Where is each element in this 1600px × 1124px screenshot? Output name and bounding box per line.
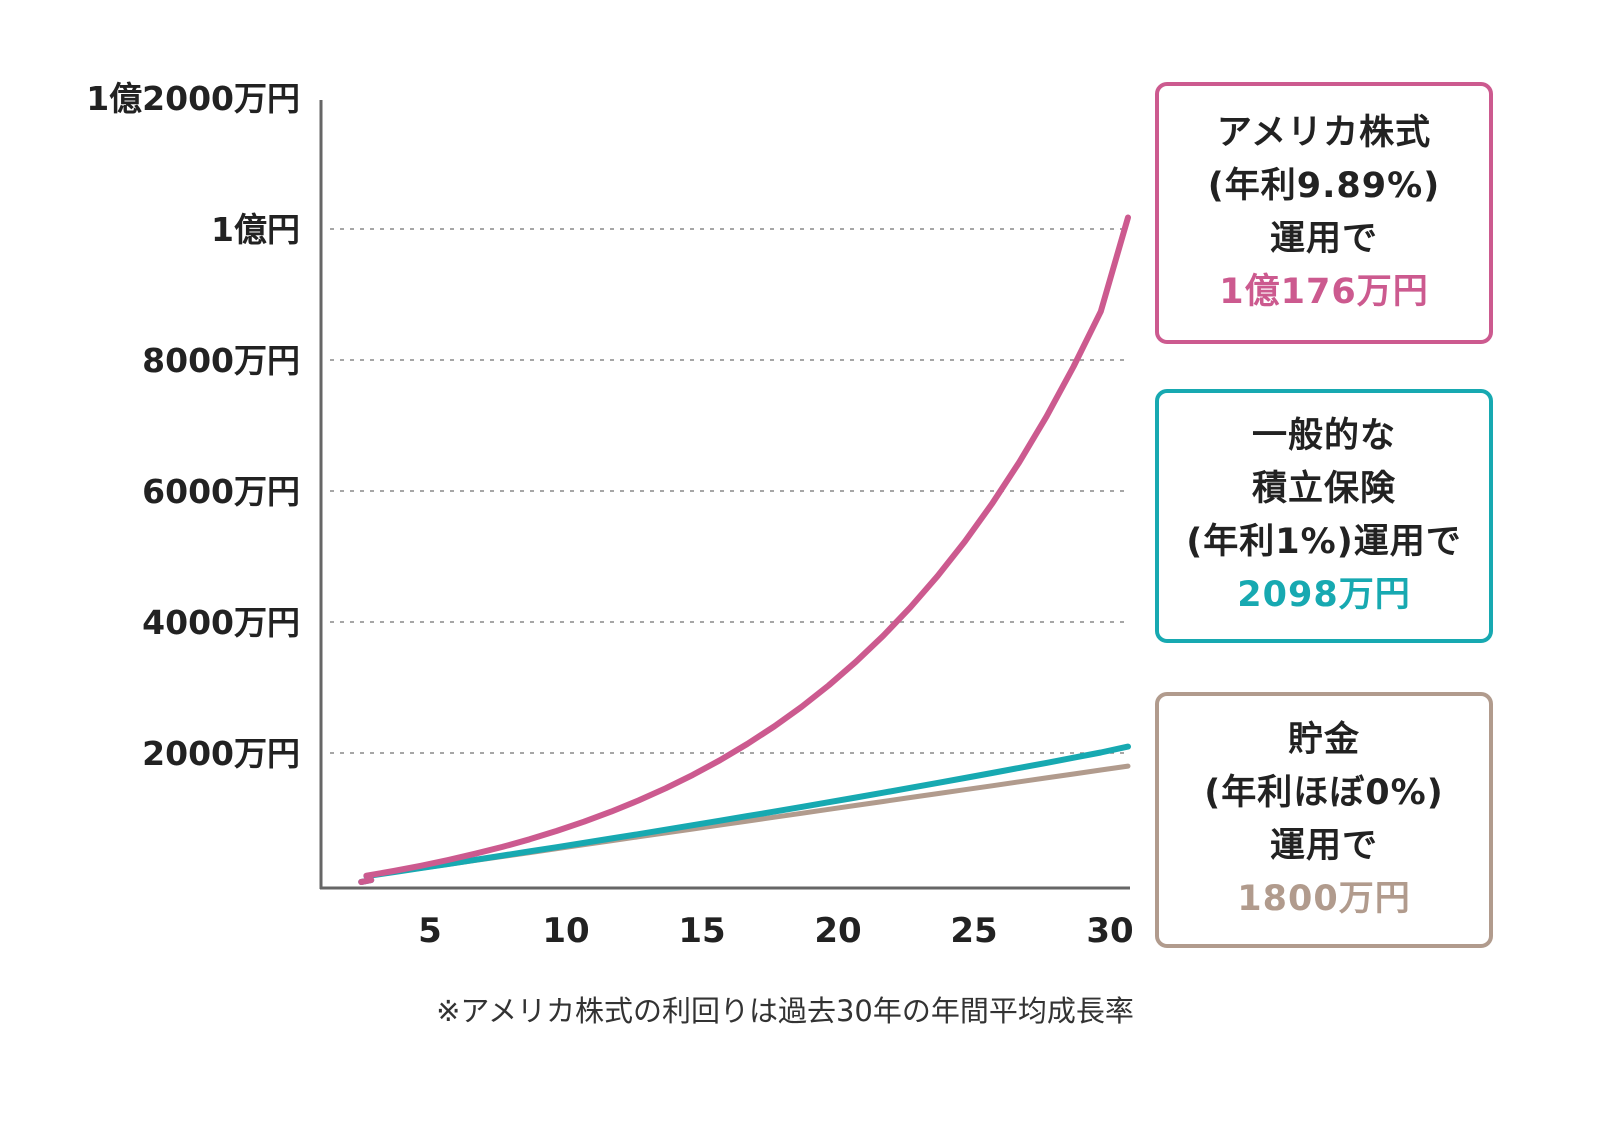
y-tick-label: 4000万円 xyxy=(142,603,300,642)
annotation-amount: 1800万円 xyxy=(1237,879,1411,919)
x-tick-label: 25 xyxy=(950,911,997,951)
x-tick-label: 5 xyxy=(418,911,442,951)
annotation-amount: 1億176万円 xyxy=(1219,272,1429,312)
annotation-line: (年利9.89%) xyxy=(1207,166,1441,206)
series-lines xyxy=(358,214,1131,885)
annotation-line: (年利ほぼ0%) xyxy=(1204,773,1444,813)
x-tick-label: 30 xyxy=(1086,911,1133,951)
x-tick-label: 15 xyxy=(678,911,725,951)
annotation-line: 運用で xyxy=(1269,826,1378,866)
y-axis-ticks: 2000万円 4000万円 6000万円 8000万円 1億円 1億2000万円 xyxy=(86,79,300,773)
annotation-insurance: 一般的な 積立保険 (年利1%)運用で 2098万円 xyxy=(1155,389,1493,643)
annotation-line: 貯金 xyxy=(1287,720,1360,760)
series-line-savings xyxy=(358,763,1131,885)
annotation-amount: 2098万円 xyxy=(1237,575,1411,615)
series-line-insurance xyxy=(358,743,1131,885)
annotation-savings: 貯金 (年利ほぼ0%) 運用で 1800万円 xyxy=(1155,692,1493,948)
x-axis-ticks: 5 10 15 20 25 30 xyxy=(418,911,1134,951)
x-tick-label: 20 xyxy=(814,911,861,951)
gridlines xyxy=(330,228,1128,754)
y-tick-label: 1億2000万円 xyxy=(86,79,300,118)
y-tick-label: 2000万円 xyxy=(142,734,300,773)
annotation-line: 積立保険 xyxy=(1251,469,1396,509)
y-tick-label: 1億円 xyxy=(211,210,300,249)
annotation-line: 運用で xyxy=(1269,219,1378,259)
x-tick-label: 10 xyxy=(542,911,589,951)
annotation-line: (年利1%)運用で xyxy=(1186,522,1462,562)
y-tick-label: 8000万円 xyxy=(142,341,300,380)
series-line-stock xyxy=(358,214,1131,885)
y-tick-label: 6000万円 xyxy=(142,472,300,511)
annotation-stock: アメリカ株式 (年利9.89%) 運用で 1億176万円 xyxy=(1155,82,1493,344)
annotation-line: 一般的な xyxy=(1251,416,1396,456)
footnote: ※アメリカ株式の利回りは過去30年の年間平均成長率 xyxy=(436,994,1134,1028)
annotation-line: アメリカ株式 xyxy=(1216,113,1432,153)
